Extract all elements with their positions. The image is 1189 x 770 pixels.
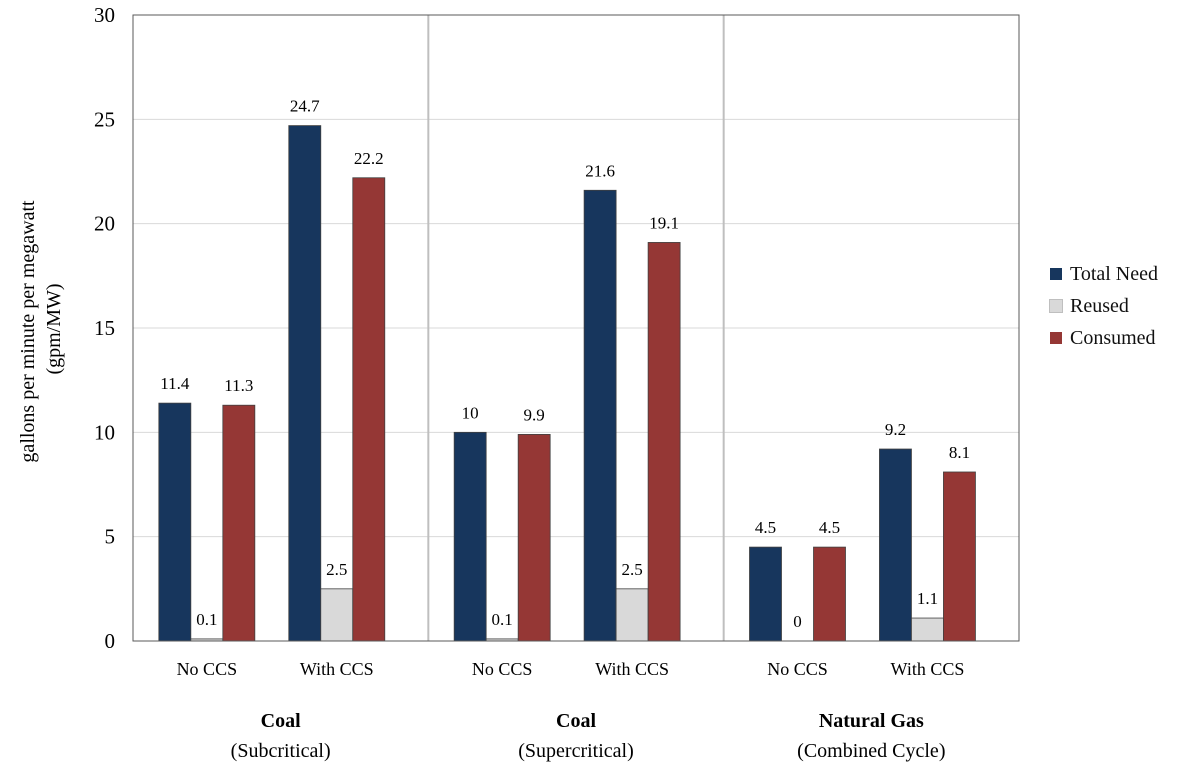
bar-g2-no-ccs-total-need (453, 431, 487, 642)
group-name-3: Natural Gas (819, 710, 924, 732)
x-category-label-g1-no-ccs: No CCS (177, 659, 238, 679)
bar-g1-with-ccs-reused (320, 588, 354, 642)
x-category-label-g2-with-ccs: With CCS (595, 659, 669, 679)
group-name-2: Coal (556, 710, 596, 732)
legend-swatch-total-need (1050, 268, 1062, 280)
data-label-g3-no-ccs-reused: 0 (793, 612, 802, 631)
y-tick-label-5: 5 (105, 525, 116, 549)
y-tick-label-0: 0 (105, 629, 116, 653)
bar-g1-no-ccs-total-need (158, 402, 192, 642)
y-axis-label: gallons per minute per megawatt (gpm/MW) (17, 195, 65, 462)
y-axis-label-line2: (gpm/MW) (43, 283, 65, 374)
bar-g1-no-ccs-consumed (222, 404, 256, 642)
bar-g3-no-ccs-consumed (813, 546, 846, 642)
plot-frame (132, 14, 1020, 642)
data-label-g1-no-ccs-consumed: 11.3 (224, 376, 253, 395)
bar-g2-with-ccs-reused (615, 588, 649, 642)
y-tick-label-20: 20 (94, 212, 115, 236)
data-label-g2-with-ccs-reused: 2.5 (621, 560, 642, 579)
data-label-g2-with-ccs-total-need: 21.6 (585, 161, 615, 180)
x-category-label-g3-with-ccs: With CCS (891, 659, 965, 679)
group-labels: Coal (Subcritical) Coal (Supercritical) Natu… (231, 710, 946, 762)
data-label-g1-with-ccs-consumed: 22.2 (354, 149, 384, 168)
bars (158, 125, 976, 642)
bar-g1-with-ccs-total-need (288, 125, 322, 642)
legend: Total Need Reused Consumed (1049, 258, 1158, 354)
group-subtitle-2: (Supercritical) (518, 740, 634, 762)
data-label-g2-no-ccs-reused: 0.1 (492, 610, 513, 629)
data-label-g1-no-ccs-reused: 0.1 (196, 610, 217, 629)
bar-g2-with-ccs-consumed (647, 242, 681, 642)
legend-label-total-need: Total Need (1070, 262, 1159, 285)
data-label-g1-with-ccs-reused: 2.5 (326, 560, 347, 579)
bar-g3-with-ccs-total-need (879, 448, 912, 642)
x-category-labels: No CCS With CCS No CCS With CCS No CCS With C… (177, 659, 965, 679)
legend-label-consumed: Consumed (1070, 326, 1156, 349)
bar-g3-no-ccs-total-need (749, 546, 782, 642)
data-label-g2-no-ccs-consumed: 9.9 (524, 405, 545, 424)
group-name-1: Coal (261, 710, 301, 732)
y-tick-label-25: 25 (94, 107, 115, 131)
legend-label-reused: Reused (1070, 294, 1129, 317)
data-label-g3-with-ccs-total-need: 9.2 (885, 420, 906, 439)
y-tick-label-15: 15 (94, 316, 115, 340)
x-category-label-g2-no-ccs: No CCS (472, 659, 533, 679)
y-tick-label-10: 10 (94, 420, 115, 444)
x-category-label-g1-with-ccs: With CCS (300, 659, 374, 679)
y-axis-label-line1: gallons per minute per megawatt (17, 200, 39, 463)
bar-g2-with-ccs-total-need (583, 189, 617, 642)
legend-item-consumed: Consumed (1050, 322, 1158, 354)
legend-swatch-reused (1049, 299, 1063, 313)
bar-g3-with-ccs-reused (911, 617, 944, 642)
data-label-g3-with-ccs-consumed: 8.1 (949, 443, 970, 462)
data-label-g2-with-ccs-consumed: 19.1 (649, 213, 679, 232)
group-separators (427, 15, 725, 641)
group-subtitle-3: (Combined Cycle) (797, 740, 945, 762)
legend-item-reused: Reused (1049, 290, 1158, 322)
bar-g3-with-ccs-consumed (943, 471, 976, 642)
bar-g2-no-ccs-consumed (517, 434, 551, 642)
y-tick-labels: 0 5 10 15 20 25 30 (94, 3, 115, 653)
group-subtitle-1: (Subcritical) (231, 740, 331, 762)
data-labels: 11.4 0.1 11.3 24.7 2.5 22.2 10 0.1 9.9 21.6 2.5 19.… (160, 97, 970, 631)
data-label-g3-no-ccs-consumed: 4.5 (819, 518, 840, 537)
bar-g1-with-ccs-consumed (352, 177, 386, 642)
x-category-label-g3-no-ccs: No CCS (767, 659, 828, 679)
data-label-g1-with-ccs-total-need: 24.7 (290, 97, 320, 116)
y-tick-label-30: 30 (94, 3, 115, 27)
legend-item-total-need: Total Need (1050, 258, 1158, 290)
data-label-g3-with-ccs-reused: 1.1 (917, 589, 938, 608)
data-label-g2-no-ccs-total-need: 10 (462, 403, 479, 422)
data-label-g1-no-ccs-total-need: 11.4 (160, 374, 190, 393)
data-label-g3-no-ccs-total-need: 4.5 (755, 518, 776, 537)
legend-swatch-consumed (1050, 332, 1062, 344)
